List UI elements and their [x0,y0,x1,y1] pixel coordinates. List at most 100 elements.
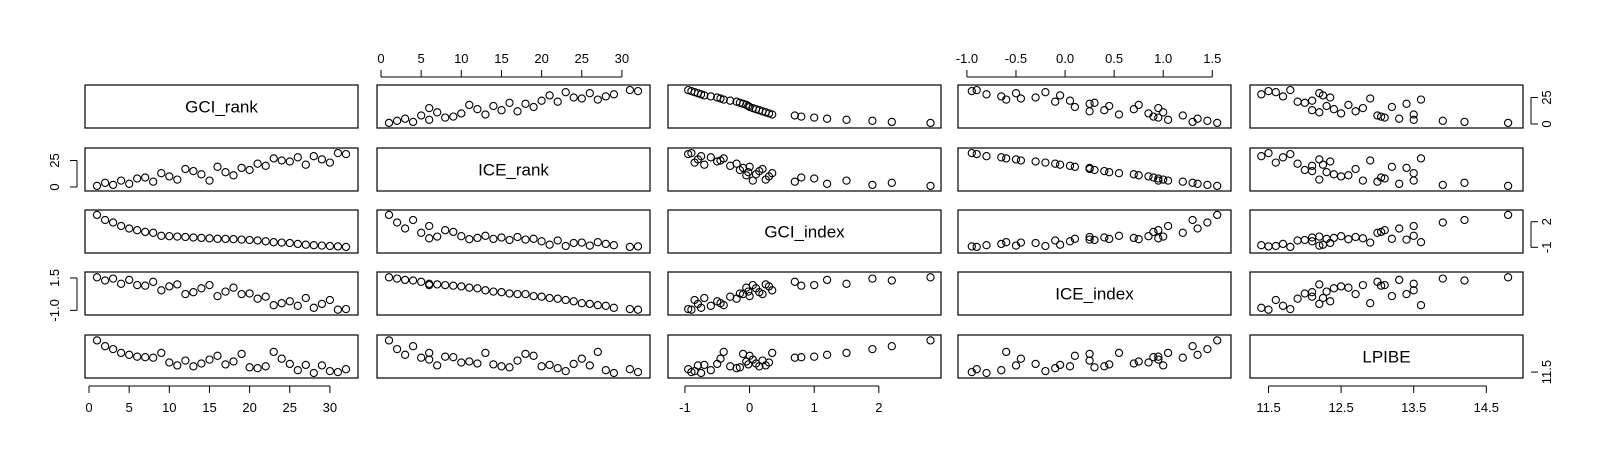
data-point [189,288,198,297]
data-point [189,233,198,242]
data-point [633,242,643,251]
data-point [309,368,318,378]
panel-ICE_index-vs-GCI_index [667,271,942,316]
data-point [1114,169,1124,178]
data-point [529,102,538,112]
data-point [633,86,643,96]
data-point [1085,107,1094,116]
data-point [269,154,278,163]
panel-GCI_rank-vs-LPIBE [1249,84,1524,129]
data-point [810,113,819,122]
tick-label: 0 [377,51,384,66]
data-point [1300,235,1309,245]
data-point [1051,159,1060,168]
data-point [1402,235,1411,244]
data-point [1257,152,1266,161]
data-point [1329,284,1339,293]
data-point [1055,91,1065,100]
data-point [277,156,286,165]
variable-label: LPIBE [1362,348,1410,367]
data-point [425,115,434,124]
data-point [1193,114,1202,123]
data-point [926,273,935,282]
data-point [545,240,554,249]
data-point [505,289,514,298]
data-point [926,336,935,345]
data-point [425,234,434,243]
tick-label: -1.0 [956,51,978,66]
data-point [1278,301,1288,310]
data-point [1070,162,1080,171]
data-point [173,175,182,184]
data-point [1041,366,1050,376]
data-point [1286,242,1295,252]
data-point [1016,354,1026,363]
data-point [1387,102,1397,112]
data-point [392,218,402,227]
data-point [768,348,777,358]
data-point [213,162,222,171]
data-point [742,171,751,180]
data-point [887,178,896,187]
data-point [1373,277,1382,286]
data-point [982,90,991,99]
data-point [1154,234,1163,243]
data-point [293,153,302,162]
data-point [1159,361,1168,370]
data-point [285,157,294,166]
data-point [229,357,238,366]
data-point [309,303,318,312]
data-point [716,156,725,165]
data-point [1203,218,1212,227]
data-point [1011,361,1021,370]
data-point [593,238,602,247]
data-point [205,176,214,185]
data-point [301,160,310,169]
data-point [1438,116,1447,125]
data-point [1307,233,1317,242]
data-point [1154,113,1163,122]
data-point [108,218,118,227]
data-point [213,291,222,301]
tick-label: 0 [85,400,92,415]
data-point [577,354,586,363]
data-point [609,241,619,250]
data-point [569,238,578,248]
axis-top-ICE_index: -1.0 -0.5 0.0 0.5 1.0 1.5 [956,51,1221,78]
axis-bottom-GCI_rank: 0 5 10 15 20 25 30 [85,385,337,415]
data-point [684,85,693,95]
data-point [810,352,819,361]
data-point [1293,159,1302,168]
data-point [967,148,976,158]
tick-label: 0 [1539,120,1554,127]
data-point [967,242,976,251]
data-point [1154,174,1163,183]
data-point [261,362,270,371]
data-point [1376,227,1386,237]
data-point [521,99,530,108]
data-point [1149,353,1158,362]
data-point [481,348,490,358]
data-point [633,367,643,377]
data-point [842,348,851,358]
data-point [1438,180,1447,190]
data-point [149,353,158,362]
data-point [868,116,877,125]
tick-label: 0 [47,183,62,190]
data-point [1257,241,1266,250]
data-point [229,283,238,292]
data-point [141,227,150,237]
data-point [1105,168,1114,177]
data-point [735,363,745,372]
data-point [732,97,741,106]
data-point [1438,218,1447,227]
data-point [744,287,753,296]
data-point [1031,359,1040,369]
panel-ICE_index-vs-ICE_index: ICE_index [957,271,1232,316]
data-point [822,275,832,285]
data-point [1409,279,1418,288]
data-point [333,305,343,314]
data-point [1051,97,1060,106]
data-point [253,294,262,303]
data-point [745,162,754,171]
